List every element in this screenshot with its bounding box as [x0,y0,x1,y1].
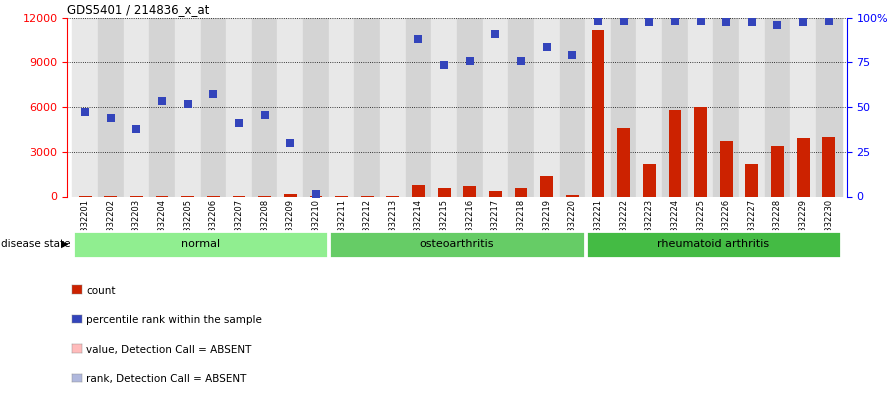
Text: rank, Detection Call = ABSENT: rank, Detection Call = ABSENT [86,374,246,384]
Point [411,35,426,42]
Bar [790,18,816,196]
Bar [124,18,150,196]
Text: disease state: disease state [1,239,71,249]
Point [822,18,836,24]
Bar [688,18,713,196]
Point [283,140,297,146]
Bar [540,176,553,196]
Point [104,114,118,121]
Bar [73,18,98,196]
Bar [823,137,835,196]
Point [129,126,143,132]
Bar [457,18,483,196]
Bar [463,186,476,196]
Text: percentile rank within the sample: percentile rank within the sample [86,315,262,325]
Bar [745,164,758,196]
Text: ▶: ▶ [61,239,68,249]
Bar [617,128,630,196]
Bar [534,18,559,196]
Bar [719,141,733,196]
Text: value, Detection Call = ABSENT: value, Detection Call = ABSENT [86,345,252,355]
Point [694,18,708,24]
Point [745,19,759,25]
Point [462,58,477,64]
Bar [694,107,707,196]
Bar [483,18,508,196]
Bar [406,18,431,196]
Point [668,18,682,24]
Bar [431,18,457,196]
Point [181,101,195,107]
Bar [586,231,841,258]
Point [514,58,529,64]
Bar [73,231,328,258]
Bar [98,18,124,196]
Point [565,52,580,58]
Bar [508,18,534,196]
Point [796,19,810,25]
Point [642,19,657,25]
Bar [797,138,810,196]
Bar [201,18,226,196]
Point [309,190,323,196]
Bar [585,18,611,196]
Bar [150,18,175,196]
Bar [764,18,790,196]
Bar [252,18,278,196]
Bar [636,18,662,196]
Bar [771,146,784,196]
Bar [591,29,605,196]
Point [257,111,271,118]
Bar [713,18,739,196]
Bar [303,18,329,196]
Bar [329,18,355,196]
Bar [284,193,297,196]
Text: osteoarthritis: osteoarthritis [419,239,495,249]
Point [155,98,169,104]
Point [719,19,733,25]
Point [437,61,452,68]
Bar [816,18,841,196]
Text: GDS5401 / 214836_x_at: GDS5401 / 214836_x_at [67,4,210,17]
Point [78,108,92,115]
Bar [662,18,688,196]
Bar [566,195,579,196]
Bar [355,18,380,196]
Text: rheumatoid arthritis: rheumatoid arthritis [658,239,770,249]
Bar [438,188,451,196]
Point [232,120,246,127]
Bar [489,191,502,196]
Bar [412,185,425,196]
Point [539,44,554,51]
Point [206,90,220,97]
Bar [668,110,681,196]
Bar [175,18,201,196]
Point [488,31,503,37]
Bar [226,18,252,196]
Text: count: count [86,286,116,296]
Point [771,22,785,28]
Point [616,18,631,24]
Bar [380,18,406,196]
Bar [559,18,585,196]
Bar [278,18,303,196]
Bar [611,18,636,196]
Bar [514,188,528,196]
Bar [329,231,585,258]
Bar [739,18,764,196]
Text: normal: normal [181,239,220,249]
Bar [642,164,656,196]
Point [590,18,605,24]
